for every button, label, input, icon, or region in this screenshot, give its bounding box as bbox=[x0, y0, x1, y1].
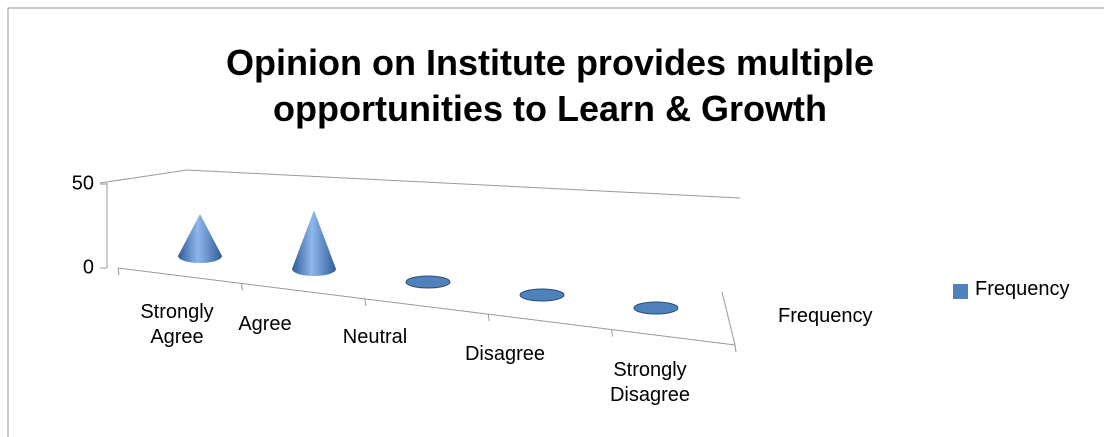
cone bbox=[292, 210, 336, 276]
chart-title: Opinion on Institute provides multiple o… bbox=[226, 42, 874, 129]
x-tick bbox=[611, 329, 614, 337]
x-tick-label: Neutral bbox=[342, 326, 408, 348]
y-tick-label: 0 bbox=[83, 256, 94, 278]
x-tick-label: Strongly Disagree bbox=[609, 359, 691, 406]
cone-base bbox=[405, 275, 451, 289]
x-tick-label: Disagree bbox=[464, 343, 546, 365]
x-tick bbox=[240, 283, 243, 291]
chart-border bbox=[7, 7, 1104, 437]
x-tick bbox=[487, 314, 490, 322]
x-tick-label: Agree bbox=[238, 313, 292, 335]
x-tick bbox=[364, 298, 367, 306]
chart-walls bbox=[99, 169, 741, 346]
legend-swatch bbox=[953, 284, 968, 299]
cone-base bbox=[519, 288, 565, 302]
cone-base bbox=[633, 301, 679, 315]
legend-label: Frequency bbox=[975, 278, 1070, 300]
x-tick bbox=[117, 267, 120, 276]
x-tick-label: Strongly Agree bbox=[140, 301, 214, 348]
cone bbox=[178, 214, 222, 263]
x-tick bbox=[734, 344, 737, 353]
y-tick-label: 50 bbox=[72, 172, 94, 194]
depth-axis-label: Frequency bbox=[778, 305, 873, 327]
